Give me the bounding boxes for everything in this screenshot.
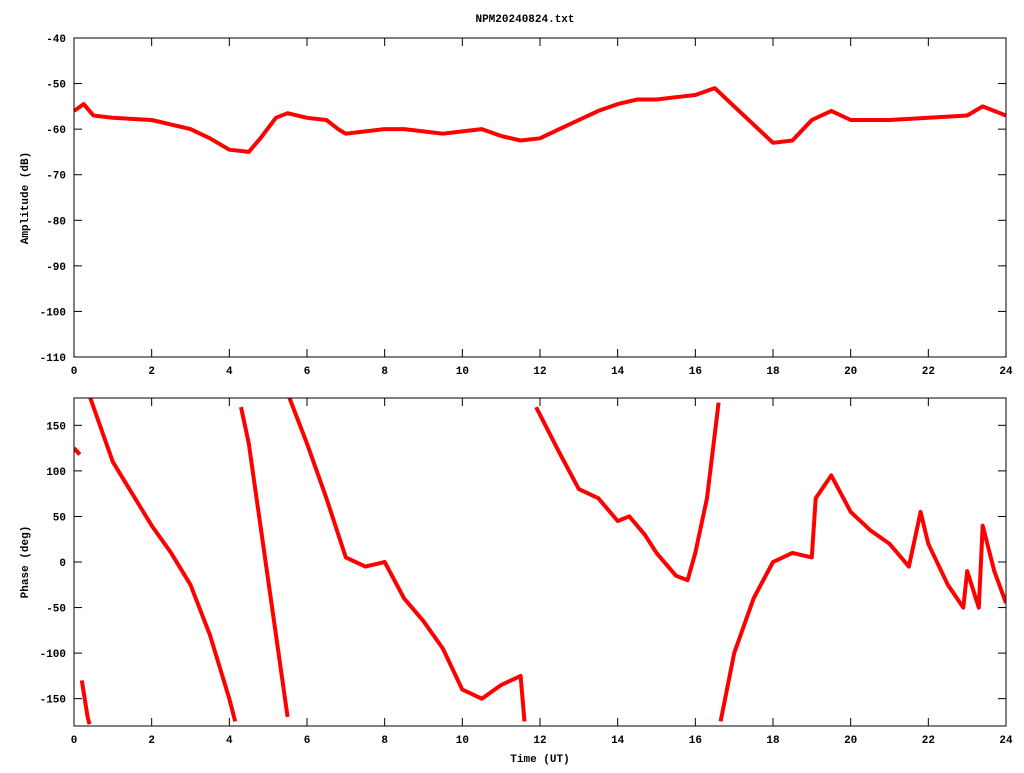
y-tick-label: -100 <box>40 307 66 319</box>
x-tick-label: 10 <box>456 735 469 747</box>
y-tick-label: -50 <box>46 80 66 92</box>
x-tick-label: 22 <box>922 735 935 747</box>
x-tick-label: 2 <box>148 735 155 747</box>
y-tick-label: -50 <box>46 604 66 616</box>
x-tick-label: 6 <box>304 735 311 747</box>
y-tick-label: -80 <box>46 216 66 228</box>
y-tick-label: 150 <box>46 421 66 433</box>
y-tick-label: 50 <box>53 512 66 524</box>
x-tick-label: 14 <box>611 366 625 378</box>
data-line <box>74 86 1006 154</box>
y-tick-label: -110 <box>40 353 66 365</box>
x-axis-label: Time (UT) <box>510 754 569 766</box>
x-tick-label: 4 <box>226 366 233 378</box>
x-tick-label: 18 <box>766 735 780 747</box>
x-tick-label: 20 <box>844 366 857 378</box>
y-tick-label: -150 <box>40 695 66 707</box>
x-tick-label: 10 <box>456 366 469 378</box>
data-line <box>74 398 1006 725</box>
x-tick-label: 24 <box>999 366 1013 378</box>
y-tick-label: -40 <box>46 34 66 46</box>
x-tick-label: 8 <box>381 366 388 378</box>
y-tick-label: -70 <box>46 171 66 183</box>
x-tick-label: 2 <box>148 366 155 378</box>
x-tick-label: 14 <box>611 735 625 747</box>
y-tick-label: -60 <box>46 125 66 137</box>
x-tick-label: 20 <box>844 735 857 747</box>
x-tick-label: 22 <box>922 366 935 378</box>
y-tick-label: -90 <box>46 262 66 274</box>
x-tick-label: 6 <box>304 366 311 378</box>
x-tick-label: 24 <box>999 735 1013 747</box>
y-axis-label: Amplitude (dB) <box>20 152 32 244</box>
x-tick-label: 8 <box>381 735 388 747</box>
x-tick-label: 0 <box>71 366 78 378</box>
y-tick-label: 100 <box>46 467 66 479</box>
y-tick-label: -100 <box>40 649 66 661</box>
plot-frame <box>73 37 1007 358</box>
y-tick-label: 0 <box>59 558 66 570</box>
x-tick-label: 16 <box>689 735 702 747</box>
y-axis-label: Phase (deg) <box>20 526 32 599</box>
x-tick-label: 18 <box>766 366 780 378</box>
plot-frame <box>73 397 1007 727</box>
x-tick-label: 0 <box>71 735 78 747</box>
chart-title: NPM20240824.txt <box>475 14 574 26</box>
x-tick-label: 12 <box>533 735 546 747</box>
x-tick-label: 4 <box>226 735 233 747</box>
x-tick-label: 12 <box>533 366 546 378</box>
x-tick-label: 16 <box>689 366 702 378</box>
